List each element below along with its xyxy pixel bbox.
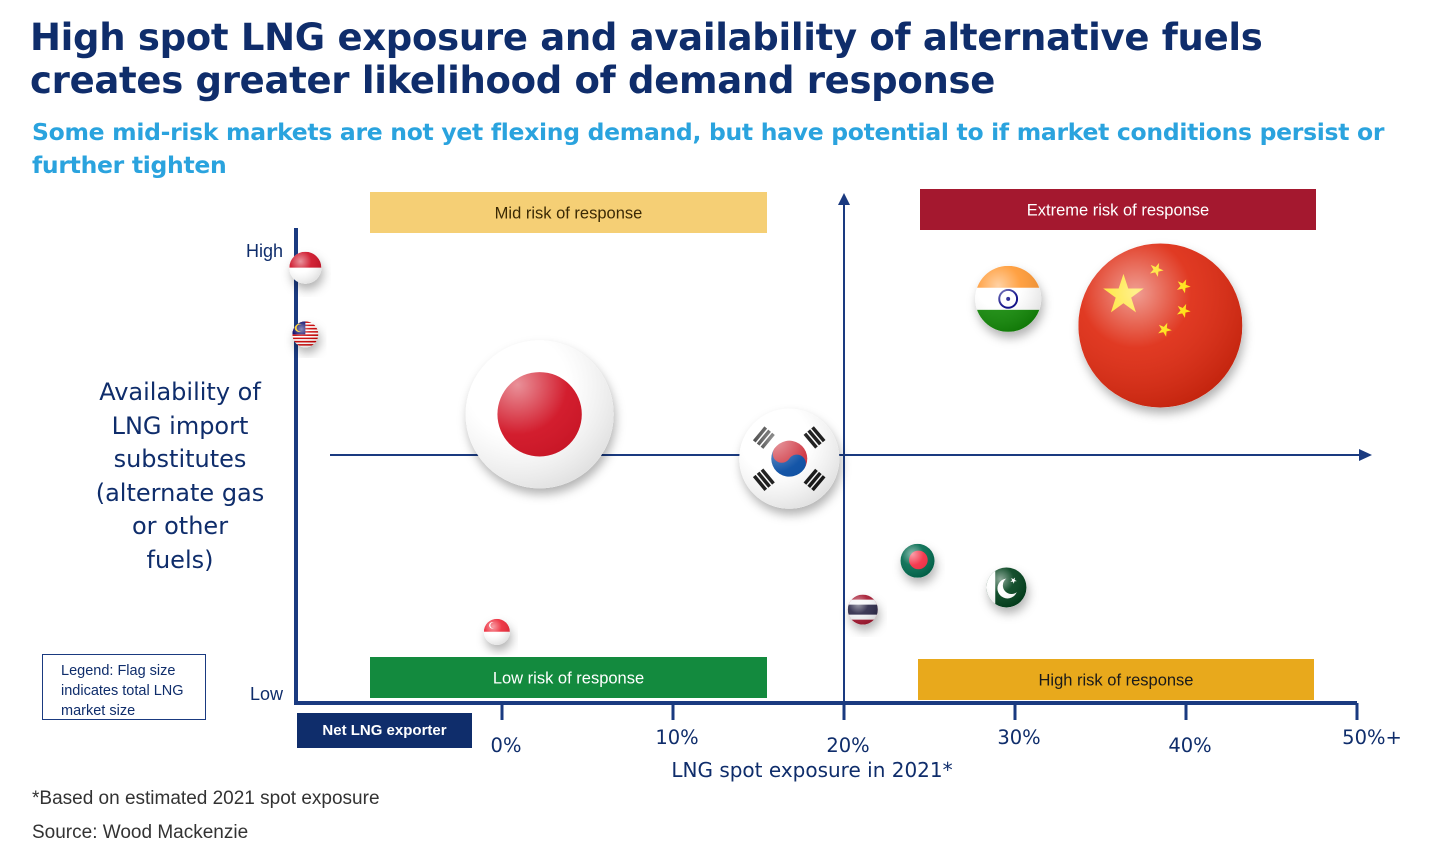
- india-flag: [975, 265, 1042, 332]
- china-flag: [1078, 243, 1243, 408]
- page-title: High spot LNG exposure and availability …: [30, 16, 1263, 102]
- japan-flag: [465, 340, 614, 489]
- extreme-risk-banner-label: Extreme risk of response: [1027, 202, 1209, 220]
- bangladesh-flag: [900, 543, 935, 578]
- net-lng-exporter-label: Net LNG exporter: [297, 713, 472, 748]
- korea-flag: [739, 408, 840, 509]
- vertical-divider-arrowhead: [838, 193, 850, 205]
- x-tick-label: 0%: [491, 734, 522, 757]
- x-tick-label: 50%+: [1342, 726, 1402, 749]
- horizontal-divider-arrowhead: [1359, 449, 1372, 461]
- y-axis-label: Availability of LNG import substitutes (…: [95, 378, 265, 574]
- y-tick-label: Low: [250, 684, 284, 704]
- high-risk-banner-label: High risk of response: [1039, 672, 1194, 690]
- y-tick-label: High: [246, 241, 283, 261]
- singapore-flag: [483, 618, 510, 645]
- extreme-risk-banner: [920, 189, 1316, 230]
- mid-risk-banner-label: Mid risk of response: [495, 205, 643, 223]
- mid-risk-banner: [370, 192, 767, 233]
- low-risk-banner-label: Low risk of response: [493, 670, 644, 688]
- quadrant-scatter-chart: Mid risk of response Extreme risk of resp…: [246, 189, 1402, 757]
- low-risk-banner: [370, 657, 767, 698]
- x-tick-label: 20%: [826, 734, 869, 757]
- source-note: Source: Wood Mackenzie: [32, 822, 249, 843]
- malaysia-flag: [292, 321, 319, 348]
- x-axis-label: LNG spot exposure in 2021*: [671, 758, 953, 782]
- high-risk-banner: [918, 659, 1314, 700]
- thailand-flag: [847, 594, 878, 625]
- x-tick-label: 30%: [997, 726, 1040, 749]
- x-tick-label: 10%: [655, 726, 698, 749]
- pakistan-flag: [986, 567, 1027, 608]
- x-tick-label: 40%: [1168, 734, 1211, 757]
- footnote: *Based on estimated 2021 spot exposure: [32, 788, 380, 809]
- page-subtitle: Some mid-risk markets are not yet flexin…: [32, 118, 1385, 179]
- indonesia-flag: [289, 251, 322, 284]
- legend-box: Legend: Flag size indicates total LNG ma…: [42, 654, 206, 720]
